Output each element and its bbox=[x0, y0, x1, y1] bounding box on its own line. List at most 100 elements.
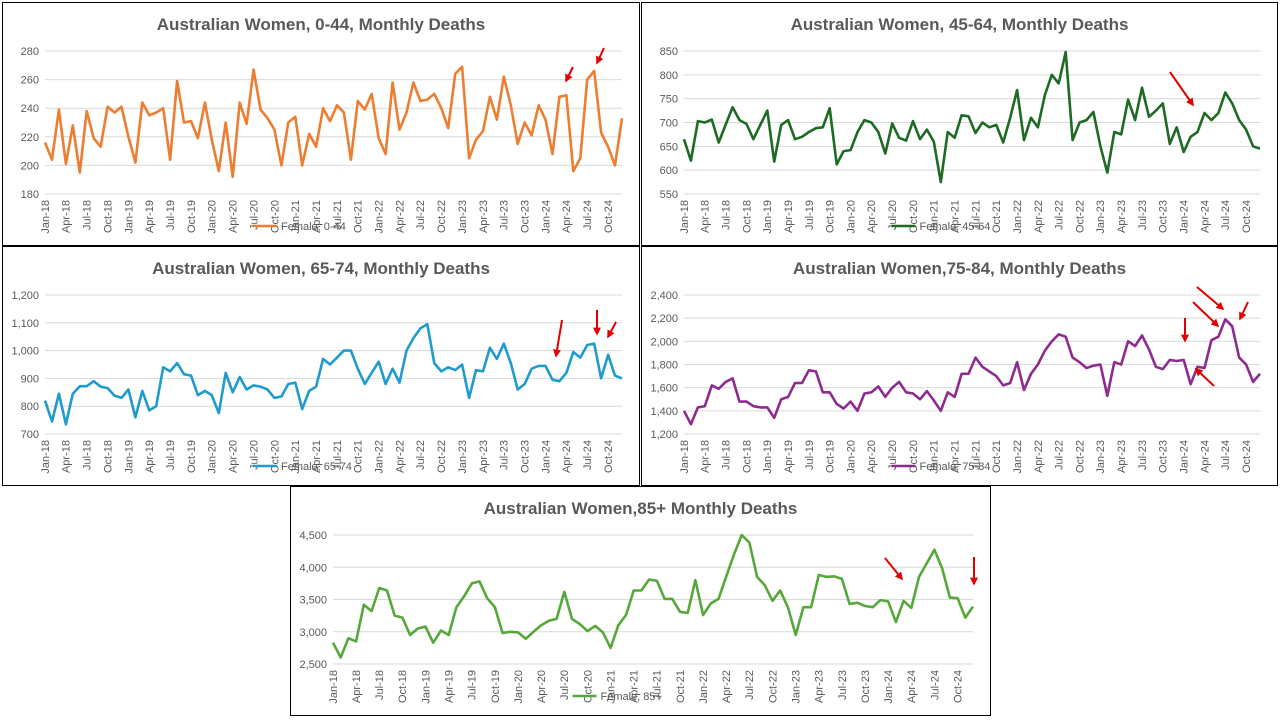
x-tick-label: Oct-18 bbox=[102, 200, 114, 233]
x-tick-label: Jul-22 bbox=[415, 440, 427, 470]
x-tick-label: Apr-18 bbox=[351, 670, 363, 703]
x-tick-label: Jan-21 bbox=[290, 440, 302, 474]
y-tick-label: 200 bbox=[21, 160, 39, 172]
x-tick-label: Oct-21 bbox=[991, 200, 1003, 233]
x-tick-label: Oct-24 bbox=[603, 440, 615, 473]
x-tick-label: Jan-20 bbox=[845, 200, 857, 234]
x-tick-label: Jan-19 bbox=[762, 200, 774, 234]
y-tick-label: 700 bbox=[21, 429, 39, 441]
x-tick-label: Oct-22 bbox=[1074, 440, 1086, 473]
x-tick-label: Jan-23 bbox=[791, 670, 803, 704]
x-tick-label: Oct-22 bbox=[767, 670, 779, 703]
x-tick-label: Oct-18 bbox=[741, 200, 753, 233]
chart-title: Australian Women, 0-44, Monthly Deaths bbox=[157, 15, 485, 34]
y-tick-label: 220 bbox=[21, 132, 39, 144]
arrow bbox=[1239, 301, 1249, 321]
x-tick-label: Jul-24 bbox=[1220, 200, 1232, 230]
y-tick-label: 2,200 bbox=[650, 313, 678, 325]
x-tick-label: Oct-20 bbox=[269, 440, 281, 473]
x-tick-label: Jan-18 bbox=[679, 200, 691, 234]
y-tick-label: 550 bbox=[660, 189, 678, 201]
y-tick-label: 1,600 bbox=[650, 383, 678, 395]
x-tick-label: Jan-19 bbox=[420, 670, 432, 704]
x-tick-label: Oct-24 bbox=[1241, 200, 1253, 233]
arrow bbox=[607, 321, 617, 339]
x-tick-label: Jan-19 bbox=[762, 440, 774, 474]
x-tick-label: Jul-18 bbox=[82, 200, 94, 230]
x-tick-label: Apr-24 bbox=[561, 200, 573, 233]
x-tick-label: Jan-21 bbox=[290, 200, 302, 234]
x-tick-label: Jan-20 bbox=[845, 440, 857, 474]
chart-panel: Australian Women, 0-44, Monthly Deaths 18… bbox=[2, 2, 640, 246]
x-tick-label: Jan-19 bbox=[123, 200, 135, 234]
y-tick-label: 900 bbox=[21, 373, 39, 385]
x-tick-label: Apr-23 bbox=[814, 670, 826, 703]
x-tick-label: Oct-20 bbox=[582, 670, 594, 703]
data-line bbox=[43, 322, 623, 426]
x-tick-label: Jan-20 bbox=[513, 670, 525, 704]
x-tick-label: Apr-19 bbox=[444, 670, 456, 703]
x-tick-label: Apr-22 bbox=[394, 200, 406, 233]
x-tick-label: Oct-22 bbox=[1074, 200, 1086, 233]
y-tick-label: 1,800 bbox=[650, 360, 678, 372]
legend-label: Female, 0-44 bbox=[281, 221, 346, 233]
y-tick-label: 600 bbox=[660, 165, 678, 177]
x-tick-label: Oct-23 bbox=[1158, 200, 1170, 233]
y-tick-label: 1,200 bbox=[11, 290, 39, 302]
x-tick-label: Jan-23 bbox=[1095, 440, 1107, 474]
x-tick-label: Apr-21 bbox=[629, 670, 641, 703]
x-tick-label: Jul-18 bbox=[720, 440, 732, 470]
x-tick-label: Apr-20 bbox=[228, 440, 240, 473]
x-tick-label: Jan-24 bbox=[540, 200, 552, 234]
data-line bbox=[331, 533, 975, 659]
chart-panel: Australian Women, 65-74, Monthly Deaths 7… bbox=[2, 246, 640, 486]
chart-panel: Australian Women, 45-64, Monthly Deaths 5… bbox=[641, 2, 1278, 246]
legend-label: Female, 85+ bbox=[601, 691, 662, 703]
x-tick-label: Jul-21 bbox=[332, 440, 344, 470]
x-tick-label: Apr-18 bbox=[700, 440, 712, 473]
x-tick-label: Oct-19 bbox=[490, 670, 502, 703]
x-tick-label: Jul-20 bbox=[248, 440, 260, 470]
x-tick-label: Apr-19 bbox=[144, 440, 156, 473]
y-tick-label: 1,400 bbox=[650, 406, 678, 418]
y-tick-label: 2,000 bbox=[650, 336, 678, 348]
x-tick-label: Apr-18 bbox=[61, 440, 73, 473]
x-tick-label: Apr-22 bbox=[1033, 200, 1045, 233]
x-tick-label: Jul-24 bbox=[582, 440, 594, 470]
arrow bbox=[1194, 367, 1215, 387]
x-tick-label: Jan-24 bbox=[1179, 200, 1191, 234]
x-tick-label: Oct-22 bbox=[436, 200, 448, 233]
x-tick-label: Apr-20 bbox=[866, 440, 878, 473]
y-tick-label: 800 bbox=[660, 70, 678, 82]
x-tick-label: Jan-18 bbox=[328, 670, 340, 704]
data-line bbox=[682, 50, 1261, 184]
x-tick-label: Apr-22 bbox=[1033, 440, 1045, 473]
x-tick-label: Jan-24 bbox=[540, 440, 552, 474]
x-tick-label: Jul-22 bbox=[415, 200, 427, 230]
x-tick-label: Jan-22 bbox=[1012, 440, 1024, 474]
y-tick-label: 1,100 bbox=[11, 318, 39, 330]
legend-label: Female, 45-64 bbox=[920, 221, 991, 233]
x-tick-label: Jan-21 bbox=[605, 670, 617, 704]
x-tick-label: Jul-18 bbox=[720, 200, 732, 230]
x-tick-label: Jan-22 bbox=[374, 200, 386, 234]
data-line bbox=[43, 65, 624, 179]
x-tick-label: Jul-23 bbox=[1137, 440, 1149, 470]
x-tick-label: Apr-23 bbox=[1116, 200, 1128, 233]
x-tick-label: Oct-20 bbox=[908, 200, 920, 233]
x-tick-label: Apr-19 bbox=[783, 200, 795, 233]
x-tick-label: Oct-22 bbox=[436, 440, 448, 473]
x-tick-label: Apr-21 bbox=[311, 200, 323, 233]
x-tick-label: Jan-18 bbox=[679, 440, 691, 474]
y-tick-label: 650 bbox=[660, 141, 678, 153]
x-tick-label: Oct-19 bbox=[825, 440, 837, 473]
x-tick-label: Apr-18 bbox=[700, 200, 712, 233]
y-tick-label: 2,500 bbox=[299, 659, 327, 671]
panel-border bbox=[641, 246, 1278, 486]
x-tick-label: Apr-21 bbox=[950, 200, 962, 233]
x-tick-label: Apr-22 bbox=[394, 440, 406, 473]
x-tick-label: Apr-20 bbox=[228, 200, 240, 233]
x-tick-label: Apr-24 bbox=[561, 440, 573, 473]
